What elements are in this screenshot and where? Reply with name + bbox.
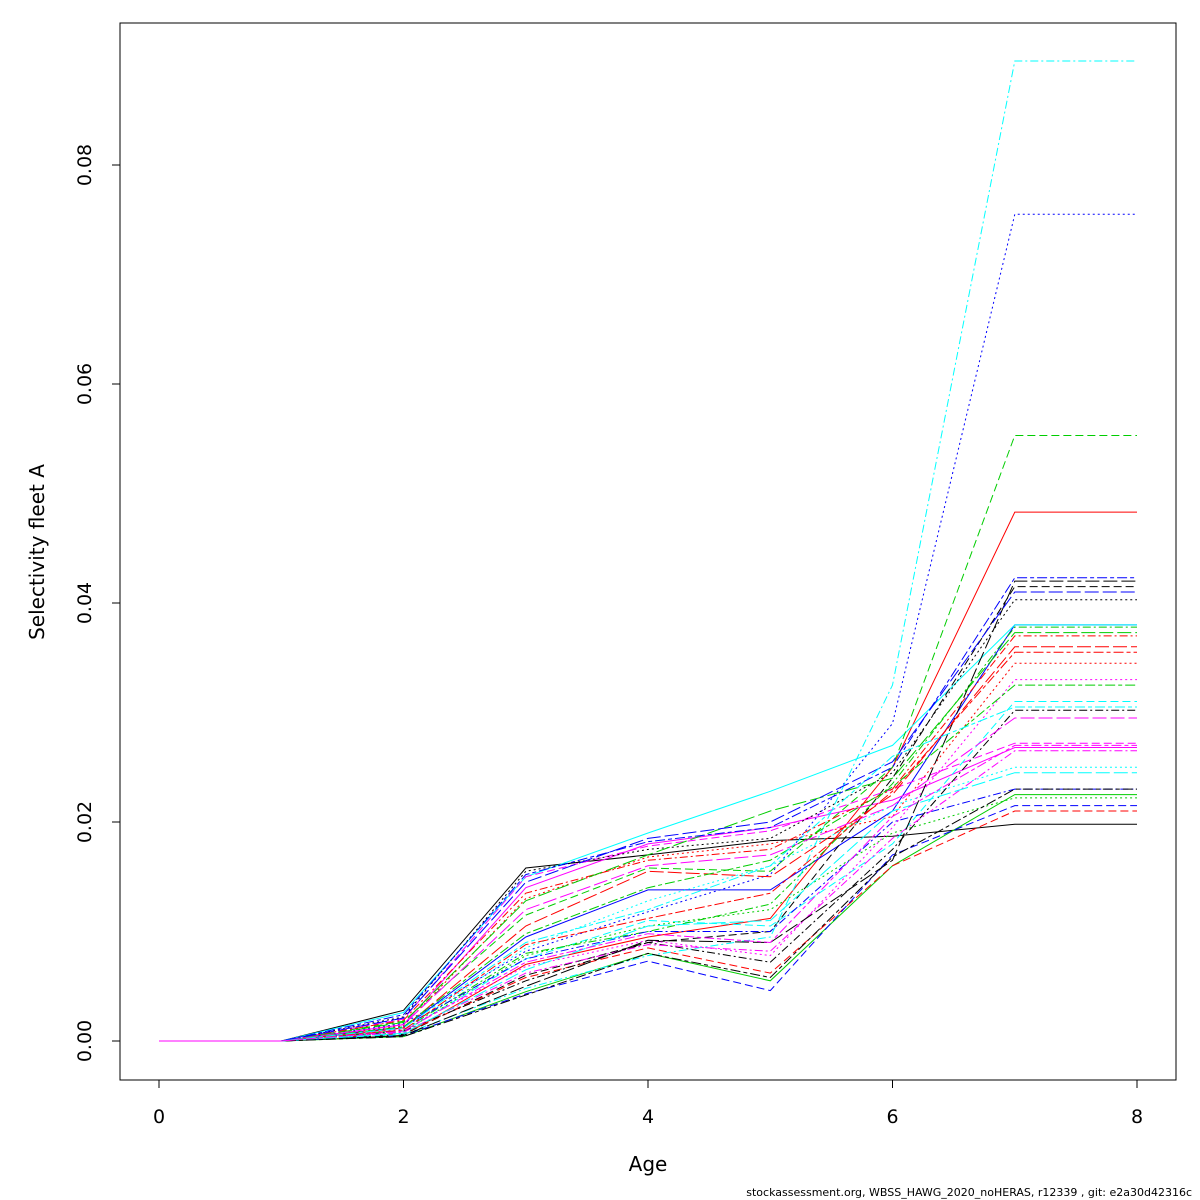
x-axis: 0 2 4 6 8 xyxy=(153,1079,1143,1128)
series-line-21 xyxy=(159,626,1137,1042)
series-line-27 xyxy=(159,632,1137,1042)
plot-frame xyxy=(119,22,1177,1081)
y-tick-label: 0.00 xyxy=(74,1020,96,1062)
series-line-31 xyxy=(159,788,1137,1042)
series-line-18 xyxy=(159,679,1137,1042)
series-line-29 xyxy=(159,772,1137,1042)
series-line-9 xyxy=(159,435,1137,1042)
series-line-2 xyxy=(159,511,1137,1042)
series-line-5 xyxy=(159,624,1137,1042)
series-line-20 xyxy=(159,635,1137,1042)
y-axis: 0.00 0.02 0.04 0.06 0.08 xyxy=(74,144,121,1062)
series-line-34 xyxy=(159,577,1137,1042)
footer-credit: stockassessment.org, WBSS_HAWG_2020_noHE… xyxy=(746,1186,1192,1199)
series-line-19 xyxy=(159,709,1137,1042)
series-line-6 xyxy=(159,747,1137,1042)
y-tick-label: 0.06 xyxy=(74,363,96,405)
x-tick-label: 6 xyxy=(886,1106,898,1128)
series-line-22 xyxy=(159,788,1137,1042)
series-line-10 xyxy=(159,805,1137,1042)
series-line-32 xyxy=(159,651,1137,1042)
y-axis-title: Selectivity fleet A xyxy=(25,464,49,640)
x-tick-label: 4 xyxy=(642,1106,654,1128)
y-tick-label: 0.04 xyxy=(74,582,96,624)
series-line-12 xyxy=(159,742,1137,1042)
series-line-24 xyxy=(159,750,1137,1042)
series-line-3 xyxy=(159,794,1137,1042)
series-line-36 xyxy=(159,744,1137,1042)
series-lines xyxy=(159,60,1137,1042)
series-line-35 xyxy=(159,706,1137,1042)
series-line-23 xyxy=(159,60,1137,1042)
series-line-25 xyxy=(159,580,1137,1042)
series-line-30 xyxy=(159,717,1137,1042)
x-axis-title: Age xyxy=(629,1152,668,1176)
series-line-14 xyxy=(159,662,1137,1042)
x-tick-label: 0 xyxy=(153,1106,165,1128)
series-line-7 xyxy=(159,586,1137,1042)
series-line-15 xyxy=(159,797,1137,1042)
y-tick-label: 0.08 xyxy=(74,144,96,186)
series-line-28 xyxy=(159,591,1137,1042)
series-line-16 xyxy=(159,213,1137,1042)
series-line-13 xyxy=(159,599,1137,1042)
series-line-33 xyxy=(159,684,1137,1042)
x-tick-label: 8 xyxy=(1131,1106,1143,1128)
x-tick-label: 2 xyxy=(397,1106,409,1128)
y-tick-label: 0.02 xyxy=(74,801,96,843)
